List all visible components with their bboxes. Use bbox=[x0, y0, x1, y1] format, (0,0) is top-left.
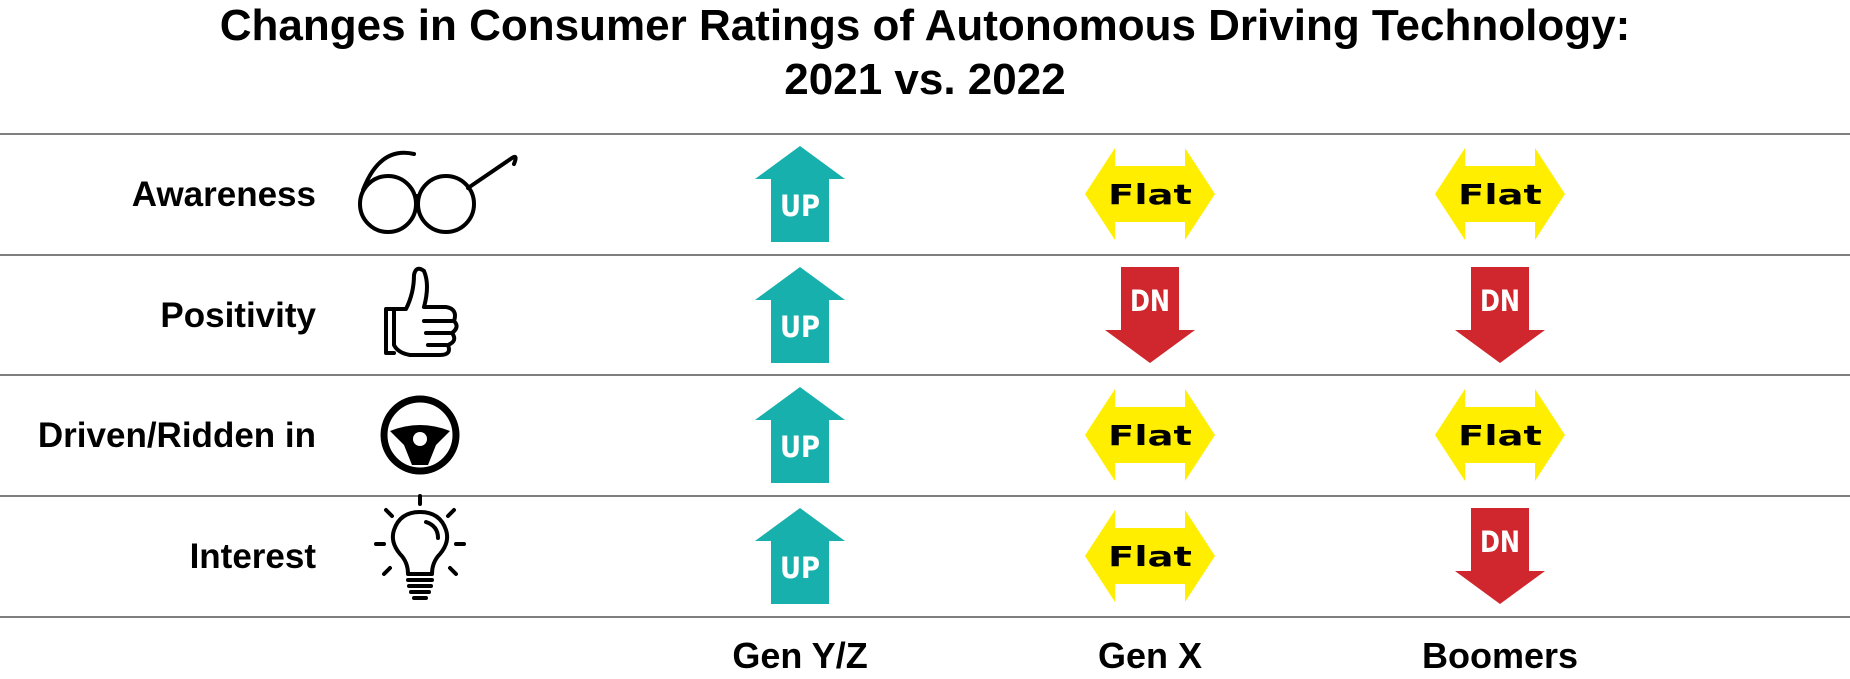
arrow-dn bbox=[1455, 267, 1545, 363]
rating-row: Driven/Ridden in UP Flat Flat bbox=[38, 387, 1565, 483]
arrow-label: UP bbox=[780, 551, 820, 585]
arrow-flat bbox=[1085, 389, 1215, 481]
rating-cell: Flat bbox=[1085, 148, 1215, 240]
rating-cell: UP bbox=[755, 267, 845, 363]
arrow-flat bbox=[1435, 389, 1565, 481]
grid-lines bbox=[0, 133, 1850, 618]
arrow-label: UP bbox=[780, 430, 820, 464]
rating-cell: Flat bbox=[1085, 389, 1215, 481]
rating-row: Awareness UP Flat Flat bbox=[132, 146, 1565, 242]
arrow-label: Flat bbox=[1108, 178, 1192, 211]
rating-cell: UP bbox=[755, 387, 845, 483]
chart-title: Changes in Consumer Ratings of Autonomou… bbox=[220, 1, 1630, 104]
lightbulb-icon bbox=[374, 494, 466, 600]
column-labels: Gen Y/Z Gen X Boomers bbox=[732, 635, 1578, 676]
arrow-label: DN bbox=[1480, 284, 1520, 318]
arrow-label: DN bbox=[1480, 525, 1520, 559]
rating-row: Positivity UP DN DN bbox=[160, 266, 1545, 363]
chart-title-line-2: 2021 vs. 2022 bbox=[784, 55, 1065, 104]
rating-rows: Awareness UP Flat Flat Positivity UP DN DN Drive… bbox=[38, 146, 1565, 604]
row-label: Awareness bbox=[132, 175, 316, 214]
column-label: Boomers bbox=[1422, 635, 1578, 676]
arrow-dn bbox=[1455, 508, 1545, 604]
arrow-flat bbox=[1085, 510, 1215, 602]
arrow-up bbox=[755, 146, 845, 242]
glasses-icon bbox=[358, 150, 518, 234]
arrow-up bbox=[755, 508, 845, 604]
arrow-label: Flat bbox=[1458, 178, 1542, 211]
arrow-label: UP bbox=[780, 189, 820, 223]
rating-cell: UP bbox=[755, 146, 845, 242]
thumbs-up-icon bbox=[384, 266, 459, 357]
chart-title-line-1: Changes in Consumer Ratings of Autonomou… bbox=[220, 1, 1630, 50]
arrow-label: Flat bbox=[1458, 419, 1542, 452]
arrow-up bbox=[755, 267, 845, 363]
column-label: Gen Y/Z bbox=[732, 635, 867, 676]
rating-cell: UP bbox=[755, 508, 845, 604]
column-label: Gen X bbox=[1098, 635, 1202, 676]
row-label: Interest bbox=[190, 537, 317, 576]
rating-cell: Flat bbox=[1435, 148, 1565, 240]
arrow-label: Flat bbox=[1108, 419, 1192, 452]
rating-cell: Flat bbox=[1435, 389, 1565, 481]
arrow-dn bbox=[1105, 267, 1195, 363]
steering-wheel-icon bbox=[380, 395, 460, 475]
arrow-flat bbox=[1435, 148, 1565, 240]
rating-row: Interest UP Flat DN bbox=[190, 494, 1545, 604]
rating-cell: DN bbox=[1105, 267, 1195, 363]
row-label: Driven/Ridden in bbox=[38, 416, 316, 455]
arrow-up bbox=[755, 387, 845, 483]
rating-cell: DN bbox=[1455, 508, 1545, 604]
arrow-label: Flat bbox=[1108, 540, 1192, 573]
row-label: Positivity bbox=[160, 296, 316, 335]
arrow-label: DN bbox=[1130, 284, 1170, 318]
rating-cell: Flat bbox=[1085, 510, 1215, 602]
rating-cell: DN bbox=[1455, 267, 1545, 363]
arrow-flat bbox=[1085, 148, 1215, 240]
arrow-label: UP bbox=[780, 310, 820, 344]
